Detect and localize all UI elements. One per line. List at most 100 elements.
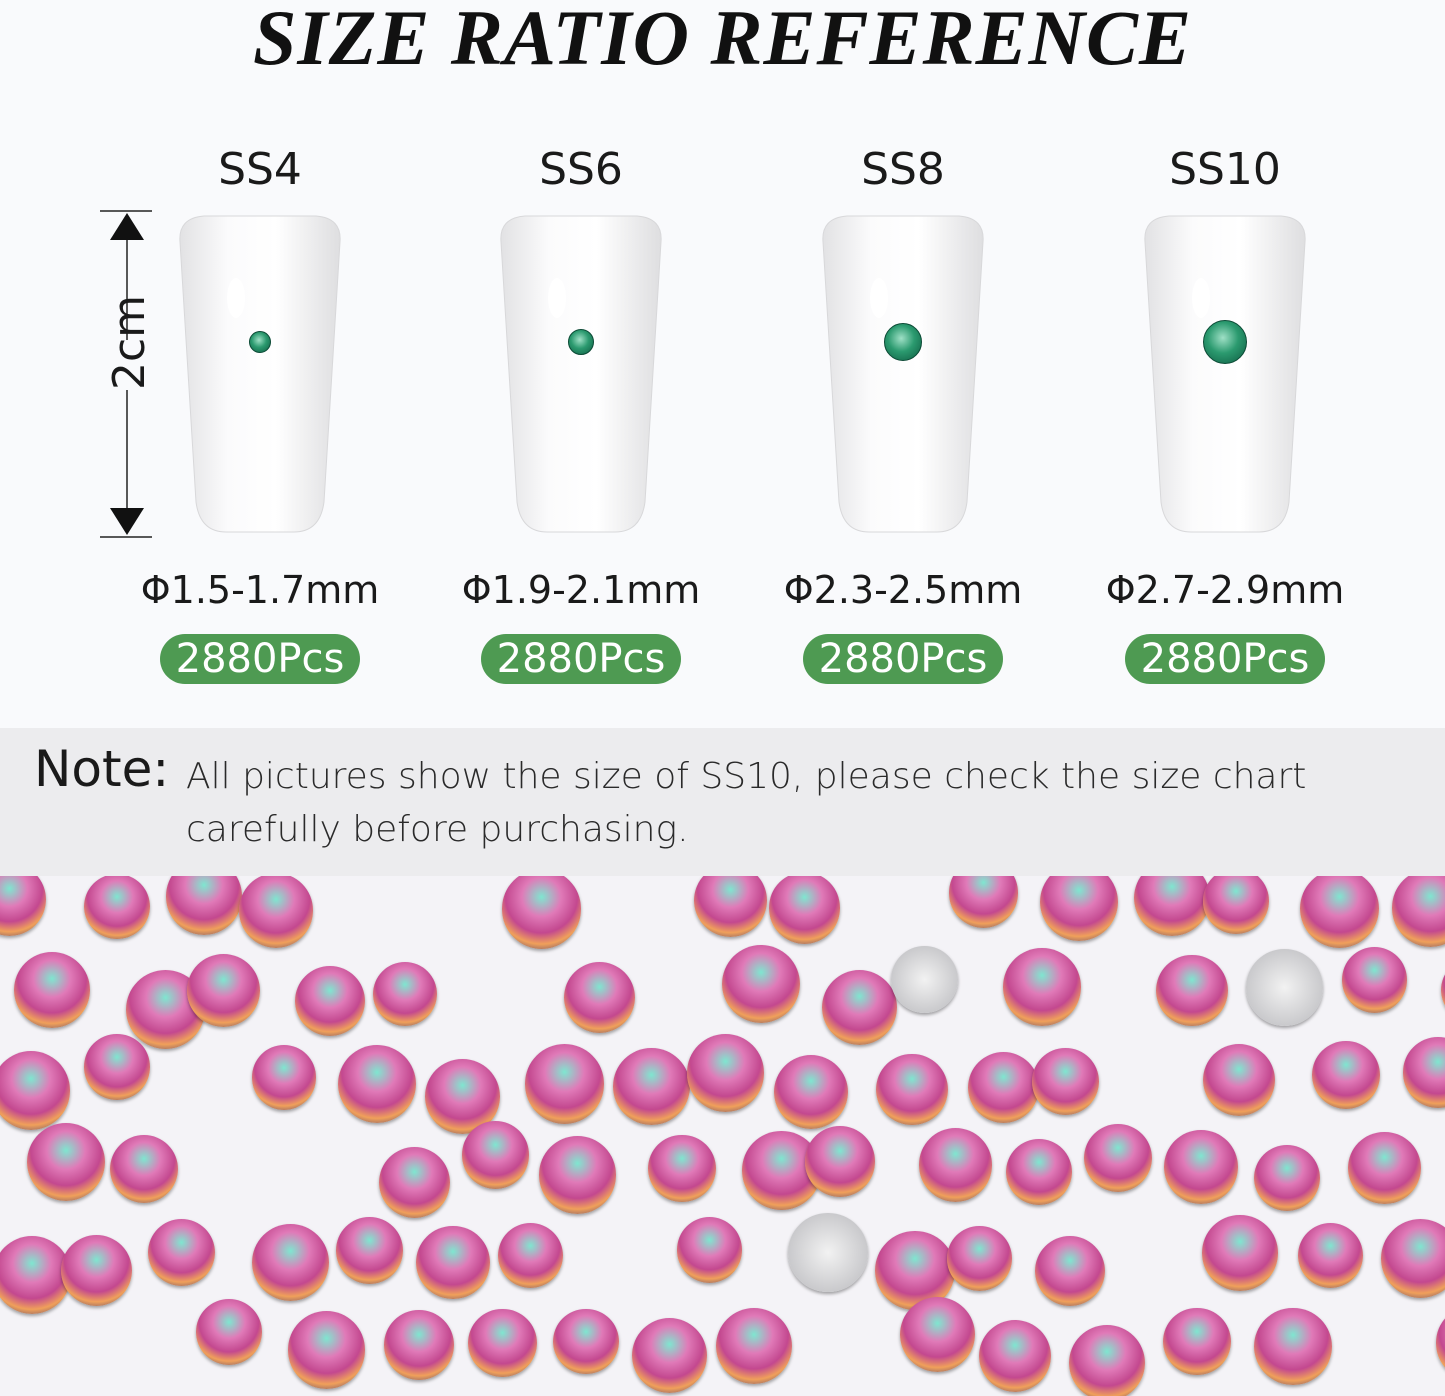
- rhinestone-icon: [524, 1044, 605, 1124]
- rhinestone-icon: [468, 1308, 537, 1378]
- rhinestone-icon: [1312, 1041, 1380, 1109]
- rhinestone-icon: [372, 961, 437, 1026]
- nail-tip: [174, 212, 346, 534]
- rhinestone-icon: [721, 944, 801, 1024]
- nail-tip: [817, 212, 989, 534]
- rhinestone-icon: [1040, 876, 1119, 942]
- note-banner: Note: All pictures show the size of SS10…: [0, 728, 1445, 876]
- size-label: SS10: [1169, 144, 1281, 195]
- quantity-badge: 2880Pcs: [802, 634, 1004, 684]
- rhinestone-icon: [1202, 1215, 1278, 1291]
- rhinestone-icon: [1163, 1307, 1231, 1376]
- rhinestone-icon: [1203, 876, 1269, 934]
- rhinestone-icon: [0, 1235, 72, 1315]
- size-column-ss10: SS10 Φ2.7-2.9mm 2880Pcs: [1075, 140, 1375, 684]
- size-column-ss8: SS8 Φ2.3-2.5mm 2880Pcs: [753, 140, 1053, 684]
- rhinestone-icon: [27, 1122, 106, 1201]
- rhinestone-icon: [1380, 1218, 1445, 1298]
- rhinestone-icon: [1435, 1306, 1445, 1380]
- rhinestone-icon: [1253, 1144, 1320, 1211]
- size-column-ss4: SS4 Φ1.5-1.7mm 2880Pcs: [110, 140, 410, 684]
- rhinestone-icon: [384, 1309, 454, 1380]
- rhinestone-icon: [1440, 957, 1445, 1022]
- diameter-label: Φ2.3-2.5mm: [783, 568, 1023, 612]
- rhinestone-icon: [186, 953, 260, 1027]
- rhinestone-icon: [899, 1296, 976, 1373]
- page-title: SIZE RATIO REFERENCE: [252, 0, 1192, 81]
- rhinestone-icon: [252, 1045, 317, 1110]
- rhinestone-icon: [676, 1217, 743, 1283]
- rhinestone-icon: [1203, 320, 1247, 364]
- rhinestone-icon: [632, 1317, 708, 1393]
- size-label: SS6: [539, 144, 623, 195]
- diameter-label: Φ1.9-2.1mm: [461, 568, 701, 612]
- rhinestone-icon: [1034, 1236, 1105, 1307]
- rhinestone-icon: [568, 329, 594, 355]
- rhinestone-icon: [1083, 1123, 1152, 1193]
- diameter-label: Φ2.7-2.9mm: [1105, 568, 1345, 612]
- diameter-label: Φ1.5-1.7mm: [140, 568, 380, 612]
- note-text: All pictures show the size of SS10, plea…: [186, 756, 1307, 850]
- rhinestone-icon: [947, 1226, 1012, 1291]
- nail-tip: [495, 212, 667, 534]
- rhinestone-icon: [416, 1225, 490, 1299]
- rhinestone-icon: [1297, 1222, 1363, 1288]
- rhinestone-icon: [110, 1135, 179, 1204]
- rhinestone-icon: [336, 1217, 403, 1284]
- rhinestone-icon: [552, 1308, 619, 1375]
- rhinestone-icon: [884, 323, 922, 361]
- rhinestone-icon: [948, 876, 1019, 929]
- rhinestones-photo: [0, 876, 1445, 1396]
- rhinestone-icon: [876, 1053, 948, 1125]
- quantity-badge: 2880Pcs: [480, 634, 682, 684]
- rhinestone-icon: [165, 876, 243, 935]
- rhinestone-icon: [84, 1034, 150, 1100]
- rhinestone-icon: [1299, 876, 1380, 949]
- quantity-badge: 2880Pcs: [159, 634, 361, 684]
- rhinestone-icon: [1391, 876, 1445, 947]
- rhinestone-icon: [1348, 1131, 1421, 1204]
- rhinestone-icon: [821, 970, 897, 1046]
- rhinestone-icon: [378, 1147, 450, 1219]
- rhinestone-icon: [1254, 1307, 1333, 1386]
- rhinestone-icon: [501, 876, 582, 949]
- rhinestone-icon: [891, 946, 958, 1014]
- size-label: SS8: [861, 144, 945, 195]
- rhinestone-icon: [287, 1311, 365, 1389]
- rhinestone-icon: [716, 1307, 793, 1385]
- rhinestone-icon: [0, 1051, 71, 1131]
- rhinestone-icon: [461, 1120, 530, 1189]
- rhinestone-icon: [1246, 948, 1323, 1026]
- rhinestone-icon: [498, 1222, 564, 1289]
- rhinestone-icon: [978, 1319, 1052, 1393]
- rhinestone-icon: [613, 1048, 691, 1125]
- rhinestone-icon: [1402, 1037, 1445, 1108]
- rhinestone-icon: [788, 1213, 868, 1293]
- rhinestone-icon: [1005, 1138, 1073, 1206]
- rhinestone-icon: [538, 1136, 617, 1214]
- nail-tip: [1139, 212, 1311, 534]
- size-column-ss6: SS6 Φ1.9-2.1mm 2880Pcs: [431, 140, 731, 684]
- rhinestone-icon: [687, 1034, 765, 1112]
- rhinestone-icon: [918, 1128, 993, 1202]
- rhinestone-icon: [1003, 948, 1081, 1026]
- rhinestone-icon: [1133, 876, 1210, 937]
- rhinestone-icon: [804, 1126, 876, 1197]
- rhinestone-icon: [238, 876, 314, 948]
- rhinestone-icon: [1342, 947, 1408, 1013]
- rhinestone-icon: [647, 1134, 716, 1203]
- rhinestone-icon: [1032, 1047, 1099, 1115]
- rhinestone-icon: [1203, 1043, 1276, 1116]
- rhinestone-icon: [564, 961, 636, 1033]
- rhinestone-icon: [0, 876, 47, 937]
- rhinestone-icon: [147, 1218, 216, 1287]
- note-label: Note:: [34, 740, 170, 798]
- rhinestone-icon: [694, 876, 767, 938]
- rhinestone-icon: [1155, 954, 1228, 1027]
- quantity-badge: 2880Pcs: [1124, 634, 1326, 684]
- rhinestone-icon: [1164, 1130, 1238, 1204]
- rhinestone-icon: [773, 1054, 849, 1129]
- rhinestone-icon: [768, 876, 841, 944]
- rhinestone-icon: [249, 331, 271, 353]
- rhinestone-icon: [84, 876, 150, 939]
